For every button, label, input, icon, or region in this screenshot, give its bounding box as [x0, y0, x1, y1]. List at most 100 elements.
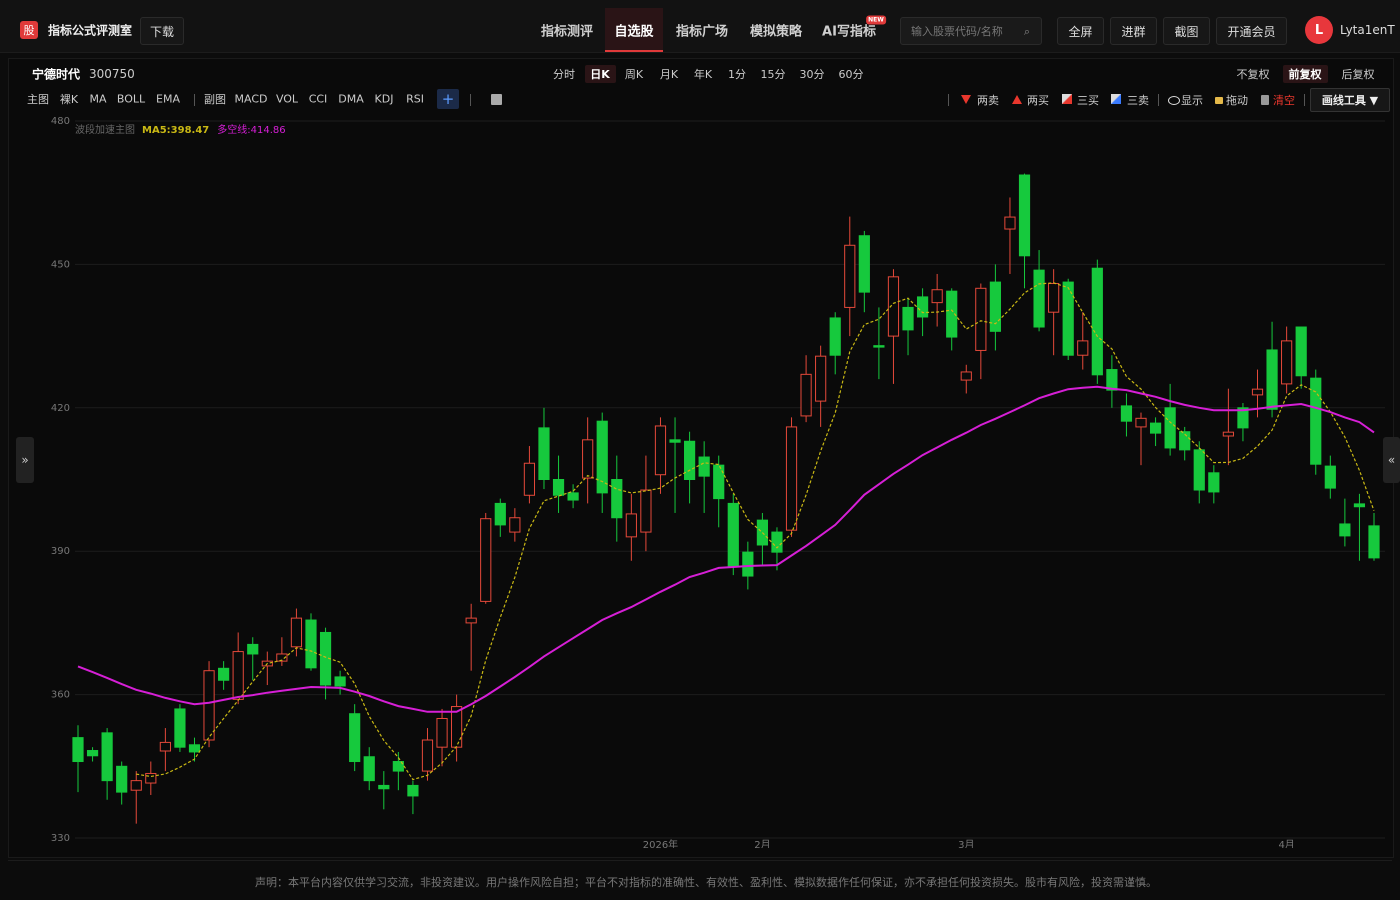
candle-body [1077, 340, 1089, 356]
candle-body [1310, 377, 1322, 465]
candle-body [989, 281, 1001, 332]
draw-tool-button[interactable]: 画线工具 ▼ [1310, 88, 1390, 112]
signal-toggle[interactable]: 三卖 [1127, 94, 1149, 107]
logo[interactable]: 股 [20, 21, 38, 39]
candle-body [916, 296, 929, 318]
nav-item[interactable]: 指标广场 [675, 24, 729, 40]
sub-indicator[interactable]: CCI [308, 92, 328, 106]
candle-body [1208, 472, 1220, 493]
candle-body [640, 489, 652, 533]
candle-body [363, 756, 375, 782]
signal-toggle[interactable]: 三买 [1077, 94, 1099, 107]
period-tab-active[interactable]: 日K [590, 68, 610, 81]
nav-item[interactable]: 模拟策略 [749, 24, 803, 40]
period-tab[interactable]: 15分 [760, 68, 786, 81]
sub-indicator[interactable]: VOL [275, 92, 299, 106]
candle-body [247, 643, 259, 655]
separator [1304, 94, 1305, 106]
candle-body [276, 653, 288, 662]
collapse-left[interactable]: » [16, 437, 34, 483]
nav-item[interactable]: AI写指标 [822, 24, 876, 40]
sub-indicator[interactable]: MACD [234, 92, 268, 106]
candle-body [1033, 269, 1045, 328]
candle-body [931, 289, 943, 304]
indicator-line [136, 282, 1375, 781]
separator [194, 94, 195, 106]
candle-body [1324, 465, 1336, 489]
header-button[interactable]: 截图 [1163, 17, 1210, 45]
sub-indicator[interactable]: KDJ [374, 92, 394, 106]
y-tick-label: 480 [51, 116, 70, 127]
candle-body [465, 617, 477, 624]
nav-item[interactable]: 指标测评 [540, 24, 594, 40]
candle-body [436, 718, 448, 748]
signal-toggle[interactable]: 两买 [1027, 94, 1049, 107]
candle-body [378, 784, 390, 790]
buy3-icon [1062, 94, 1072, 104]
add-indicator[interactable]: + [437, 89, 459, 109]
header-button[interactable]: 开通会员 [1216, 17, 1287, 45]
header-button[interactable]: 进群 [1110, 17, 1157, 45]
avatar[interactable]: L [1305, 16, 1333, 44]
candle-body [480, 518, 492, 602]
sub-indicator[interactable]: RSI [406, 92, 424, 106]
candle-body [727, 502, 739, 568]
sub-indicator[interactable]: DMA [338, 92, 364, 106]
period-tab[interactable]: 60分 [838, 68, 864, 81]
site-title[interactable]: 指标公式评测室 [48, 23, 133, 38]
candle-body [421, 739, 434, 772]
indicator-line [77, 385, 1375, 713]
tool-toggle[interactable]: 显示 [1181, 94, 1203, 107]
period-tab[interactable]: 1分 [728, 68, 746, 81]
save-icon[interactable] [491, 94, 502, 105]
top-bar: 股 指标公式评测室 下载 指标测评 自选股 指标广场 模拟策略 AI写指标 NE… [0, 0, 1400, 53]
search-box[interactable]: 输入股票代码/名称 ⌕ [900, 17, 1042, 45]
candle-body [188, 744, 201, 753]
x-tick-label: 4月 [1278, 839, 1294, 848]
tool-toggle[interactable]: 清空 [1273, 94, 1295, 107]
adjust-tab[interactable]: 后复权 [1341, 68, 1375, 81]
period-tab[interactable]: 月K [659, 68, 679, 81]
candle-body [815, 355, 827, 402]
header-button[interactable]: 全屏 [1057, 17, 1104, 45]
main-indicator[interactable]: EMA [156, 92, 180, 106]
main-indicator[interactable]: 裸K [59, 93, 79, 106]
period-tab[interactable]: 周K [624, 68, 644, 81]
username[interactable]: Lyta1enT [1340, 23, 1395, 37]
stock-name: 宁德时代 [32, 67, 81, 82]
candle-body [1179, 431, 1191, 451]
new-badge: NEW [866, 15, 886, 25]
candle-body [873, 345, 885, 348]
candle-body [567, 492, 579, 501]
candle-body [1062, 281, 1074, 356]
main-indicator[interactable]: MA [89, 92, 107, 106]
candle-body [698, 456, 710, 477]
indicator-label: 波段加速主图 [75, 123, 135, 136]
y-tick-label: 420 [51, 403, 70, 414]
y-tick-label: 450 [51, 259, 70, 270]
candle-body [174, 708, 186, 748]
adjust-tab[interactable]: 不复权 [1236, 68, 1270, 81]
candle-body [538, 427, 550, 481]
collapse-right[interactable]: « [1383, 437, 1400, 483]
candle-body [1018, 174, 1031, 257]
candle-body [116, 765, 128, 793]
adjust-tab-active[interactable]: 前复权 [1288, 68, 1322, 81]
candle-body [232, 651, 244, 700]
candle-body [145, 772, 157, 784]
period-tab[interactable]: 分时 [553, 68, 575, 81]
tool-toggle[interactable]: 拖动 [1226, 94, 1248, 107]
candle-body [290, 617, 303, 648]
period-tab[interactable]: 年K [693, 68, 713, 81]
toolbar-label: 副图 [204, 93, 226, 106]
candle-body [509, 517, 521, 533]
period-tab[interactable]: 30分 [799, 68, 825, 81]
download-button[interactable]: 下载 [140, 17, 184, 45]
candle-body [1149, 422, 1162, 434]
nav-item-active[interactable]: 自选股 [614, 24, 654, 40]
candle-body [86, 750, 99, 757]
candle-body [654, 425, 667, 476]
signal-toggle[interactable]: 两卖 [977, 94, 999, 107]
main-indicator[interactable]: BOLL [116, 92, 146, 106]
